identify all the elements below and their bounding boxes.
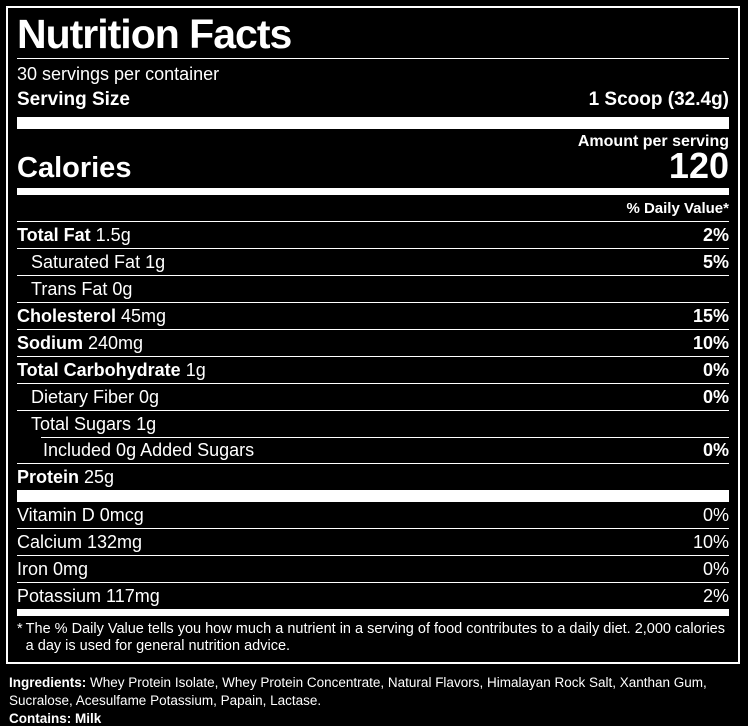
calories-row: Calories 120 — [17, 145, 729, 187]
nutrient-name-amount: Trans Fat 0g — [31, 278, 133, 299]
nutrient-row: Trans Fat 0g — [17, 274, 729, 302]
daily-value-percent: 15% — [692, 305, 729, 326]
nutrient-name: Total Sugars — [31, 413, 132, 434]
vitamin-row: Vitamin D 0mcg 0% — [17, 502, 729, 528]
nutrient-name-amount: Calcium 132mg — [17, 531, 143, 552]
amount-per-serving-label: Amount per serving — [577, 132, 729, 150]
nutrient-name: Saturated Fat — [31, 251, 141, 272]
nutrient-name: Protein — [17, 466, 80, 487]
nutrient-row: Dietary Fiber 0g 0% — [17, 382, 729, 410]
daily-value-percent: 10% — [692, 531, 729, 552]
nutrient-name: Sodium — [17, 332, 83, 353]
nutrient-row: Cholesterol 45mg 15% — [17, 301, 729, 329]
nutrient-name-amount: Included 0g Added Sugars — [43, 441, 254, 459]
contains-text: Milk — [75, 711, 102, 726]
daily-value-percent: 0% — [702, 504, 729, 525]
ingredients-line: Ingredients: Whey Protein Isolate, Whey … — [9, 674, 739, 710]
nutrient-name-amount: Total Sugars 1g — [31, 413, 157, 434]
contains-label: Contains: — [9, 711, 72, 726]
ingredients-block: Ingredients: Whey Protein Isolate, Whey … — [0, 664, 748, 726]
medium-separator-bar — [17, 187, 729, 195]
panel-title: Nutrition Facts — [17, 12, 729, 60]
nutrient-name: Iron — [17, 558, 49, 579]
thick-separator-bar — [17, 489, 729, 502]
nutrient-name-amount: Total Carbohydrate 1g — [17, 359, 206, 380]
nutrient-name-amount: Vitamin D 0mcg — [17, 504, 144, 525]
thick-separator-bar — [17, 116, 729, 129]
medium-separator-bar — [17, 608, 729, 616]
servings-per-container: 30 servings per container — [17, 64, 220, 85]
nutrient-name-amount: Total Fat 1.5g — [17, 224, 131, 245]
nutrient-name-amount: Saturated Fat 1g — [31, 251, 166, 272]
calories-value: 120 — [668, 145, 729, 187]
nutrient-rows: Total Fat 1.5g 2% Saturated Fat 1g 5% Trans … — [17, 222, 729, 490]
nutrition-facts-panel: Nutrition Facts 30 servings per containe… — [6, 6, 740, 664]
footnote-text: The % Daily Value tells you how much a n… — [25, 620, 725, 655]
nutrient-row: Sodium 240mg 10% — [17, 328, 729, 356]
vitamin-row: Potassium 117mg 2% — [17, 581, 729, 609]
nutrient-row: Saturated Fat 1g 5% — [17, 247, 729, 275]
nutrient-name-amount: Potassium 117mg — [17, 585, 160, 606]
nutrient-name: Total Fat — [17, 224, 91, 245]
daily-value-percent: 0% — [702, 386, 729, 407]
nutrient-name: Calcium — [17, 531, 83, 552]
footnote-asterisk: * — [17, 620, 23, 637]
nutrient-row: Total Sugars 1g — [17, 409, 729, 437]
contains-line: Contains: Milk — [9, 710, 739, 726]
daily-value-footnote: * The % Daily Value tells you how much a… — [17, 616, 729, 656]
daily-value-header: % Daily Value* — [17, 195, 729, 222]
nutrient-name: Dietary Fiber — [31, 386, 135, 407]
nutrient-name: Total Carbohydrate — [17, 359, 181, 380]
daily-value-percent: 0% — [702, 558, 729, 579]
daily-value-percent: 2% — [702, 224, 729, 245]
calories-label: Calories — [17, 151, 132, 184]
vitamin-row: Calcium 132mg 10% — [17, 527, 729, 555]
nutrient-row: Total Fat 1.5g 2% — [17, 222, 729, 248]
serving-size-value: 1 Scoop (32.4g) — [588, 88, 729, 110]
ingredients-text: Whey Protein Isolate, Whey Protein Conce… — [9, 674, 707, 708]
serving-size-label: Serving Size — [17, 88, 130, 110]
nutrient-name-amount: Cholesterol 45mg — [17, 305, 167, 326]
daily-value-percent: 2% — [702, 585, 729, 606]
nutrient-name-amount: Sodium 240mg — [17, 332, 144, 353]
nutrient-name-amount: Dietary Fiber 0g — [31, 386, 160, 407]
daily-value-percent: 0% — [702, 359, 729, 380]
daily-value-percent: 5% — [702, 251, 729, 272]
daily-value-percent: 10% — [692, 332, 729, 353]
nutrient-row: Total Carbohydrate 1g 0% — [17, 355, 729, 383]
nutrient-name: Included 0g Added Sugars — [43, 439, 255, 460]
serving-size-row: Serving Size 1 Scoop (32.4g) — [17, 86, 729, 117]
nutrient-name: Cholesterol — [17, 305, 117, 326]
nutrient-name: Vitamin D — [17, 504, 95, 525]
nutrient-name-amount: Protein 25g — [17, 466, 115, 487]
daily-value-percent: 0% — [702, 439, 729, 460]
vitamin-rows: Vitamin D 0mcg 0% Calcium 132mg 10% Iron 0mg… — [17, 502, 729, 609]
nutrient-name-amount: Iron 0mg — [17, 558, 89, 579]
nutrient-name: Trans Fat — [31, 278, 108, 299]
nutrient-row: Included 0g Added Sugars 0% — [17, 436, 729, 463]
nutrient-row: Protein 25g — [17, 462, 729, 490]
ingredients-label: Ingredients: — [9, 674, 87, 690]
nutrient-name: Potassium — [17, 585, 102, 606]
vitamin-row: Iron 0mg 0% — [17, 554, 729, 582]
